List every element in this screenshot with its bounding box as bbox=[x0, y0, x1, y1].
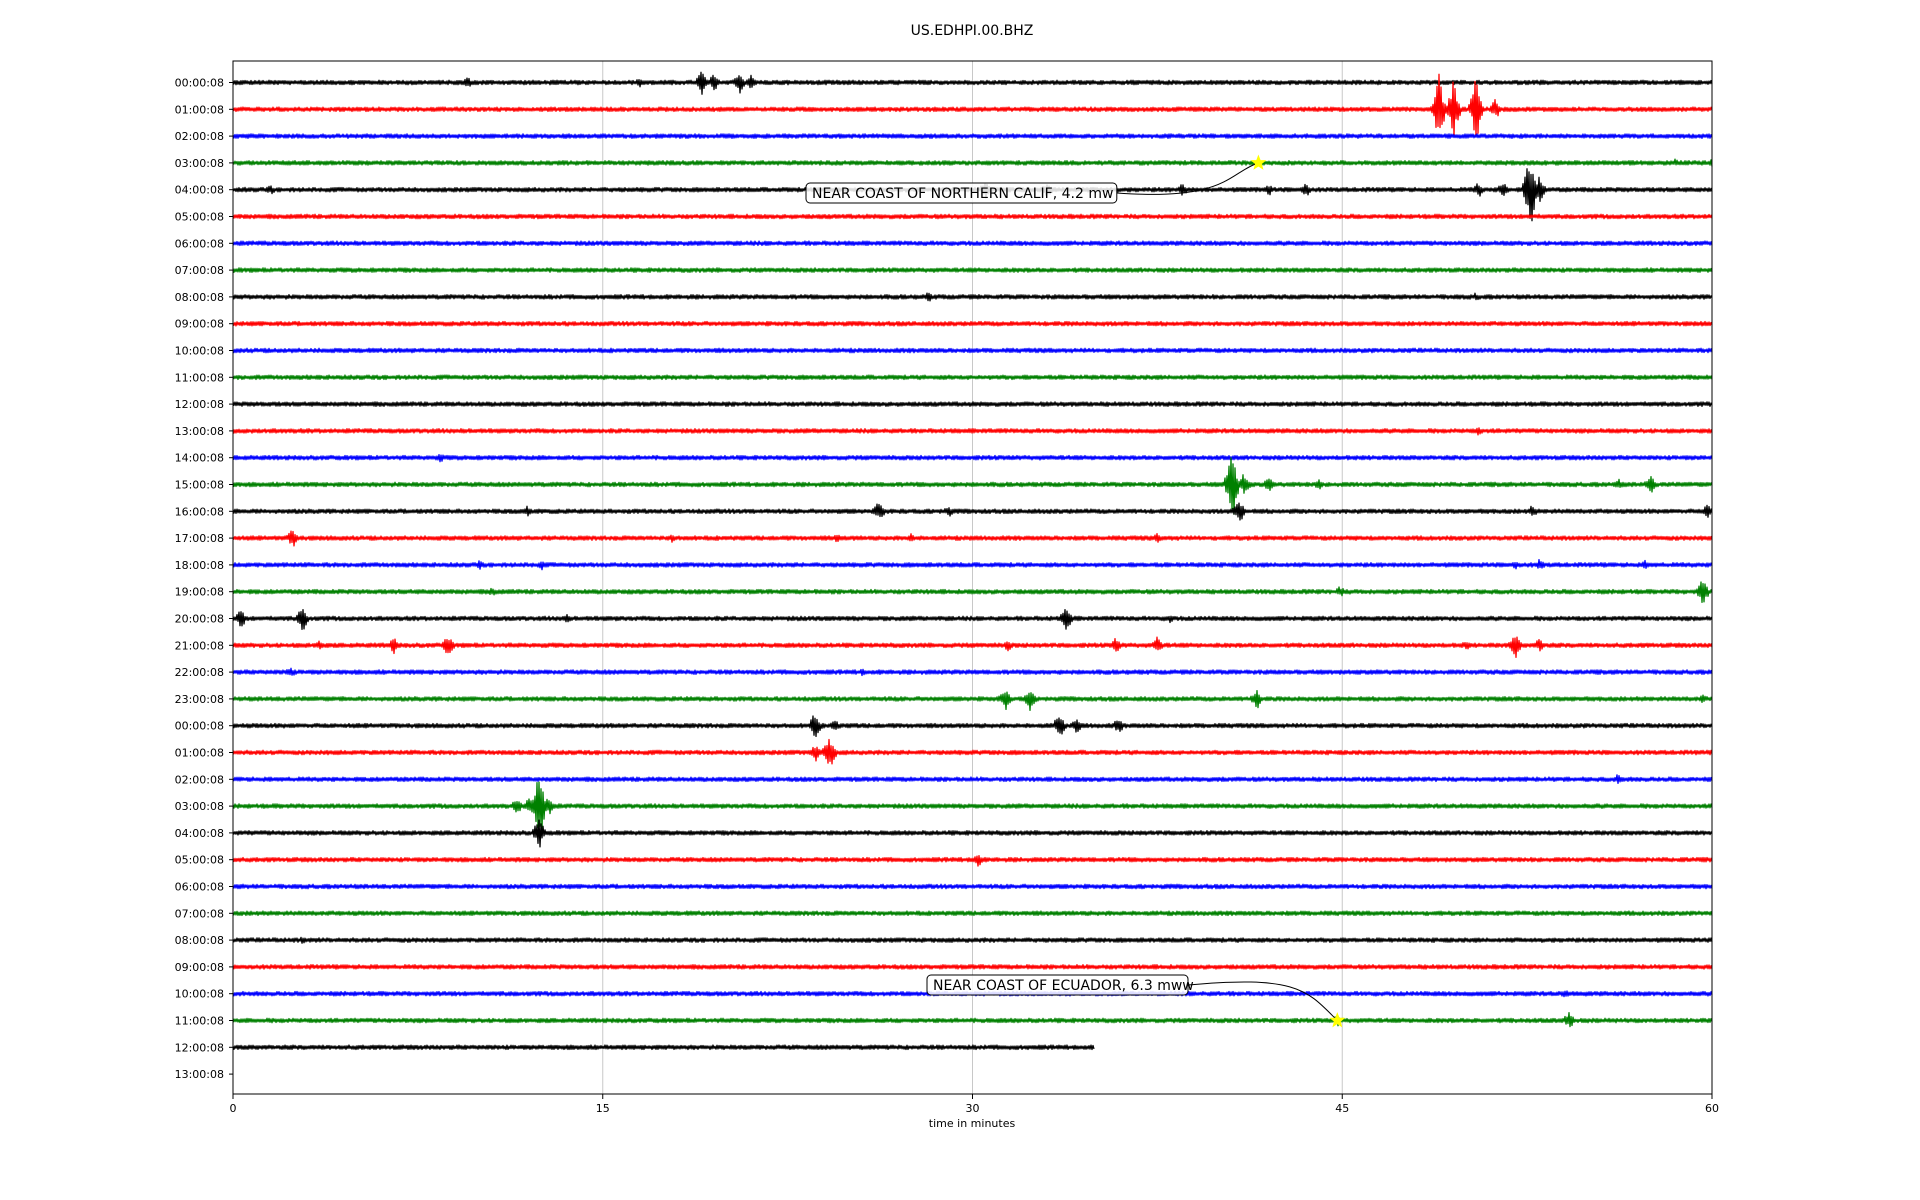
y-tick-label: 20:00:08 bbox=[175, 613, 224, 626]
trace-row bbox=[232, 71, 1713, 95]
y-tick-label: 04:00:08 bbox=[175, 184, 224, 197]
y-tick-label: 17:00:08 bbox=[175, 532, 224, 545]
event-star-marker bbox=[1250, 154, 1267, 170]
trace-row bbox=[232, 774, 1713, 785]
x-tick-label: 15 bbox=[596, 1102, 610, 1115]
y-tick-label: 08:00:08 bbox=[175, 291, 224, 304]
annotation-connector bbox=[1187, 981, 1338, 1021]
y-tick-label: 07:00:08 bbox=[175, 264, 224, 277]
y-axis-ticks: 00:00:08 01:00:08 02:00:08 03:00:08 04:00:08… bbox=[175, 77, 233, 1081]
trace-row bbox=[232, 158, 1713, 167]
annotation: NEAR COAST OF NORTHERN CALIF, 4.2 mw bbox=[805, 154, 1267, 204]
trace-row bbox=[232, 855, 1713, 867]
y-tick-label: 06:00:08 bbox=[175, 237, 224, 250]
trace-row bbox=[232, 715, 1713, 738]
y-tick-label: 11:00:08 bbox=[175, 371, 224, 384]
trace-row bbox=[232, 502, 1713, 521]
trace-row bbox=[232, 374, 1713, 381]
x-tick-label: 30 bbox=[966, 1102, 980, 1115]
x-tick-label: 60 bbox=[1705, 1102, 1719, 1115]
x-axis-ticks: 0 15 30 45 60 bbox=[230, 1094, 1719, 1115]
y-tick-label: 05:00:08 bbox=[175, 211, 224, 224]
y-tick-label: 22:00:08 bbox=[175, 666, 224, 679]
y-tick-label: 09:00:08 bbox=[175, 318, 224, 331]
y-tick-label: 16:00:08 bbox=[175, 505, 224, 518]
y-tick-label: 07:00:08 bbox=[175, 907, 224, 920]
y-tick-label: 10:00:08 bbox=[175, 345, 224, 358]
trace-row bbox=[232, 883, 1713, 890]
annotation-box bbox=[805, 182, 1118, 204]
trace-row bbox=[232, 427, 1713, 436]
y-tick-label: 00:00:08 bbox=[175, 77, 224, 90]
annotation-box bbox=[926, 974, 1189, 996]
trace-row bbox=[232, 73, 1713, 138]
y-tick-label: 04:00:08 bbox=[175, 827, 224, 840]
y-tick-label: 21:00:08 bbox=[175, 639, 224, 652]
y-tick-label: 09:00:08 bbox=[175, 961, 224, 974]
plot-frame bbox=[232, 60, 1713, 1095]
grid-lines bbox=[602, 61, 1343, 1094]
trace-row bbox=[232, 320, 1713, 327]
y-tick-label: 03:00:08 bbox=[175, 800, 224, 813]
y-tick-label: 19:00:08 bbox=[175, 586, 224, 599]
trace-rows bbox=[232, 71, 1713, 1051]
trace-row bbox=[232, 292, 1713, 302]
y-tick-label: 02:00:08 bbox=[175, 773, 224, 786]
x-tick-label: 0 bbox=[230, 1102, 237, 1115]
trace-row bbox=[232, 1012, 1713, 1028]
y-tick-label: 05:00:08 bbox=[175, 854, 224, 867]
annotation-label: NEAR COAST OF ECUADOR, 6.3 mww bbox=[933, 978, 1194, 994]
trace-row bbox=[232, 1044, 1095, 1051]
y-tick-label: 01:00:08 bbox=[175, 103, 224, 116]
trace-row bbox=[232, 530, 1713, 547]
trace-row bbox=[232, 347, 1713, 354]
trace-row bbox=[232, 240, 1713, 247]
y-tick-label: 23:00:08 bbox=[175, 693, 224, 706]
x-axis-label: time in minutes bbox=[929, 1117, 1016, 1130]
trace-row bbox=[232, 558, 1713, 571]
trace-row bbox=[232, 133, 1713, 139]
trace-row bbox=[232, 581, 1713, 603]
y-tick-label: 14:00:08 bbox=[175, 452, 224, 465]
trace-row bbox=[232, 454, 1713, 463]
trace-row bbox=[232, 213, 1713, 220]
trace-row bbox=[232, 267, 1713, 273]
trace-row bbox=[232, 781, 1713, 830]
y-tick-label: 12:00:08 bbox=[175, 398, 224, 411]
y-tick-label: 08:00:08 bbox=[175, 934, 224, 947]
trace-row bbox=[232, 936, 1713, 944]
y-tick-label: 01:00:08 bbox=[175, 747, 224, 760]
y-tick-label: 06:00:08 bbox=[175, 881, 224, 894]
y-tick-label: 03:00:08 bbox=[175, 157, 224, 170]
annotation: NEAR COAST OF ECUADOR, 6.3 mww bbox=[926, 974, 1346, 1028]
y-tick-label: 11:00:08 bbox=[175, 1015, 224, 1028]
y-tick-label: 00:00:08 bbox=[175, 720, 224, 733]
y-tick-label: 13:00:08 bbox=[175, 1068, 224, 1081]
y-tick-label: 10:00:08 bbox=[175, 988, 224, 1001]
trace-row bbox=[232, 910, 1713, 917]
annotation-label: NEAR COAST OF NORTHERN CALIF, 4.2 mw bbox=[812, 186, 1113, 202]
trace-row bbox=[232, 689, 1713, 711]
y-tick-label: 13:00:08 bbox=[175, 425, 224, 438]
trace-row bbox=[232, 636, 1713, 658]
trace-row bbox=[232, 401, 1713, 407]
annotation-connector bbox=[1116, 162, 1259, 195]
event-star-marker bbox=[1329, 1012, 1346, 1028]
y-tick-label: 12:00:08 bbox=[175, 1041, 224, 1054]
trace-row bbox=[232, 738, 1713, 765]
trace-row bbox=[232, 819, 1713, 848]
y-tick-label: 15:00:08 bbox=[175, 479, 224, 492]
chart-title: US.EDHPI.00.BHZ bbox=[911, 23, 1034, 39]
trace-row bbox=[232, 964, 1713, 970]
trace-row bbox=[232, 667, 1713, 677]
event-annotations: NEAR COAST OF NORTHERN CALIF, 4.2 mw NEAR… bbox=[805, 154, 1346, 1028]
trace-row bbox=[232, 608, 1713, 630]
y-tick-label: 02:00:08 bbox=[175, 130, 224, 143]
trace-row bbox=[232, 457, 1713, 515]
y-tick-label: 18:00:08 bbox=[175, 559, 224, 572]
x-tick-label: 45 bbox=[1335, 1102, 1349, 1115]
